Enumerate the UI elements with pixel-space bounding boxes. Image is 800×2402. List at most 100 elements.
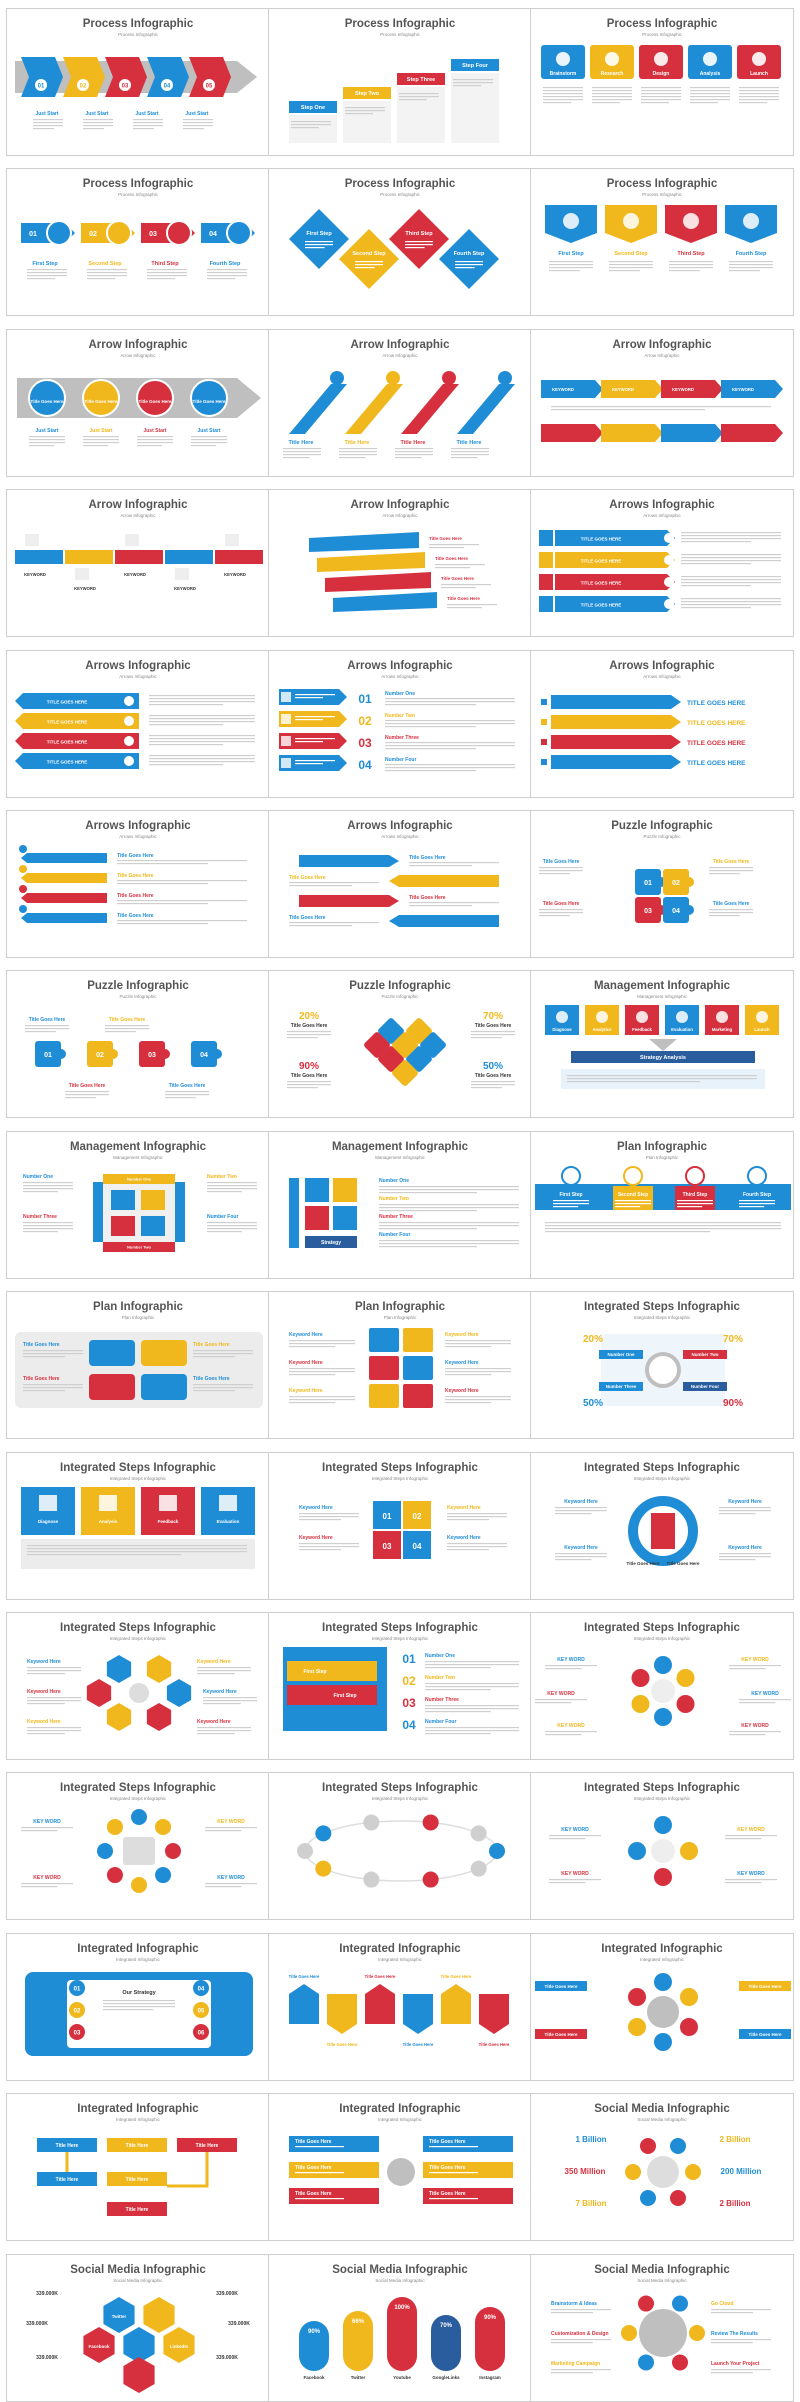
slide-thumbnail[interactable]: Integrated Steps Infographic Integrated S…: [268, 1452, 532, 1600]
slide-thumbnail[interactable]: Social Media Infographic Social Media Inf…: [530, 2093, 794, 2241]
slide-thumbnail[interactable]: Puzzle Infographic Puzzle Infographic 01 02…: [530, 810, 794, 958]
slide-thumbnail[interactable]: Management Infographic Management Infogra…: [6, 1131, 270, 1279]
slide-label: Title Goes Here: [295, 2139, 332, 2145]
slide-thumbnail[interactable]: Integrated Steps Infographic Integrated S…: [6, 1772, 270, 1920]
slide-thumbnail[interactable]: Arrows Infographic Arrows Infographic TITL…: [530, 650, 794, 798]
strategy-core: [67, 1980, 211, 2048]
slide-thumbnail[interactable]: Integrated Infographic Integrated Infogra…: [268, 1933, 532, 2081]
slide-subtitle: Arrow Infographic: [120, 513, 156, 518]
placeholder-text-line: [27, 1730, 81, 1732]
slide-thumbnail[interactable]: Integrated Steps Infographic Integrated S…: [6, 1452, 270, 1600]
placeholder-text-line: [551, 2369, 611, 2371]
diamond-step: [289, 209, 349, 269]
slide-thumbnail[interactable]: Integrated Steps Infographic Integrated S…: [530, 1772, 794, 1920]
placeholder-text-line: [355, 261, 383, 263]
placeholder-text-line: [445, 1340, 511, 1342]
placeholder-text-line: [405, 244, 433, 246]
slide-thumbnail[interactable]: Integrated Steps Infographic Integrated S…: [530, 1291, 794, 1439]
slide-thumbnail[interactable]: Arrow Infographic Arrow Infographic KEYWOR…: [6, 489, 270, 637]
row-icon: [19, 865, 27, 873]
slide-title: Integrated Steps Infographic: [322, 1782, 478, 1794]
placeholder-text-line: [553, 1200, 589, 1202]
slide-thumbnail[interactable]: Process Infographic Process Infographic Br…: [530, 8, 794, 156]
slide-thumbnail[interactable]: Management Infographic Management Infogra…: [268, 1131, 532, 1279]
slide-thumbnail[interactable]: Management Infographic Management Infogra…: [530, 970, 794, 1118]
arrow-bar: [551, 695, 681, 709]
slide-label: Instagram: [479, 2375, 501, 2380]
slide-artwork: Title Goes Here Title Goes Here Title Goes…: [309, 532, 497, 612]
placeholder-text-line: [471, 1087, 502, 1089]
slide-thumbnail[interactable]: Integrated Infographic Integrated Infogra…: [530, 1933, 794, 2081]
placeholder-text-line: [193, 1350, 253, 1352]
bar-number-circle: [664, 599, 674, 609]
placeholder-text-line: [197, 1670, 251, 1672]
slide-thumbnail[interactable]: Arrows Infographic Arrows Infographic Titl…: [268, 810, 532, 958]
slide-thumbnail[interactable]: Process Infographic Process Infographic 01…: [6, 168, 270, 316]
slide-subtitle: Integrated Steps Infographic: [109, 1796, 167, 1801]
placeholder-text-line: [425, 1711, 491, 1713]
placeholder-text-line: [133, 125, 163, 127]
placeholder-text-line: [681, 554, 781, 556]
slide-thumbnail[interactable]: Integrated Steps Infographic Integrated S…: [530, 1452, 794, 1600]
slide-thumbnail[interactable]: Arrows Infographic Arrows Infographic TITL…: [530, 489, 794, 637]
slide-thumbnail[interactable]: Puzzle Infographic Puzzle Infographic 01 02…: [6, 970, 270, 1118]
slide-label: TITLE GOES HERE: [687, 740, 746, 747]
placeholder-text-line: [739, 1206, 765, 1208]
slide-thumbnail[interactable]: Social Media Infographic Social Media Inf…: [530, 2254, 794, 2402]
zigzag-arrow: [389, 915, 499, 927]
slide-thumbnail[interactable]: Process Infographic Process Infographic Fi…: [268, 168, 532, 316]
slide-label: Title Goes Here: [545, 2032, 578, 2037]
placeholder-text-line: [137, 439, 173, 441]
bar-number-circle: [664, 577, 674, 587]
slide-label: Title Goes Here: [545, 1984, 578, 1989]
placeholder-text-line: [445, 1396, 511, 1398]
slide-thumbnail[interactable]: Arrows Infographic Arrows Infographic Titl…: [6, 810, 270, 958]
slide-thumbnail[interactable]: Process Infographic Process Infographic 01…: [6, 8, 270, 156]
slide-label: Keyword Here: [445, 1332, 479, 1338]
slide-thumbnail[interactable]: Integrated Steps Infographic Integrated S…: [268, 1612, 532, 1760]
slide-thumbnail[interactable]: Social Media Infographic Social Media Inf…: [6, 2254, 270, 2402]
slide-thumbnail[interactable]: Process Infographic Process Infographic Fi…: [530, 168, 794, 316]
slide-thumbnail[interactable]: Arrow Infographic Arrow Infographic Title …: [6, 329, 270, 477]
slide-thumbnail[interactable]: Process Infographic Process Infographic St…: [268, 8, 532, 156]
placeholder-text-line: [545, 1734, 582, 1736]
placeholder-text-line: [545, 1731, 597, 1733]
slide-label: Title Goes Here: [447, 596, 480, 601]
slide-thumbnail[interactable]: Plan Infographic Plan Infographic Keyword …: [268, 1291, 532, 1439]
arrow-block: [403, 1994, 433, 2034]
slide-thumbnail[interactable]: Integrated Infographic Integrated Infogra…: [268, 2093, 532, 2241]
slide-thumbnail[interactable]: Arrow Infographic Arrow Infographic KEYWOR…: [530, 329, 794, 477]
slide-thumbnail[interactable]: Arrow Infographic Arrow Infographic Title …: [268, 489, 532, 637]
wheel-label-bar: [739, 2029, 791, 2039]
slide-thumbnail[interactable]: Integrated Infographic Integrated Infogra…: [6, 1933, 270, 2081]
placeholder-text-line: [681, 579, 781, 581]
spoke-node: [680, 1842, 698, 1860]
slide-thumbnail[interactable]: Puzzle Infographic Puzzle Infographic 20% 7…: [268, 970, 532, 1118]
slide-thumbnail[interactable]: Plan Infographic Plan Infographic First St…: [530, 1131, 794, 1279]
placeholder-text-line: [409, 902, 499, 904]
slide-label: 339.000K: [36, 2291, 58, 2297]
slide-thumbnail[interactable]: Arrows Infographic Arrows Infographic 01 Nu…: [268, 650, 532, 798]
slide-thumbnail[interactable]: Social Media Infographic Social Media Inf…: [268, 2254, 532, 2402]
slide-artwork: 01 02 03 04 Title Goes Here Title Goes Here Ti…: [25, 1017, 222, 1099]
wheel-node: [679, 1988, 698, 2006]
row-icon: [19, 845, 27, 853]
placeholder-text-line: [429, 2198, 478, 2200]
placeholder-text-line: [553, 1203, 589, 1205]
slide-thumbnail[interactable]: Integrated Infographic Integrated Infogra…: [6, 2093, 270, 2241]
slide-thumbnail[interactable]: Arrow Infographic Arrow Infographic Title …: [268, 329, 532, 477]
slide-thumbnail[interactable]: Arrows Infographic Arrows Infographic TITL…: [6, 650, 270, 798]
placeholder-text-line: [289, 1371, 355, 1373]
slide-title: Arrow Infographic: [350, 499, 450, 511]
slide-thumbnail[interactable]: Integrated Steps Infographic Integrated S…: [268, 1772, 532, 1920]
placeholder-text-line: [137, 436, 173, 438]
slide-label: 200 Million: [721, 2167, 762, 2176]
slide-label: First Step: [303, 1669, 326, 1675]
placeholder-text-line: [592, 99, 632, 101]
slide-thumbnail[interactable]: Integrated Steps Infographic Integrated S…: [530, 1612, 794, 1760]
placeholder-text-line: [33, 122, 63, 124]
placeholder-text-line: [23, 1228, 73, 1230]
slide-thumbnail[interactable]: Integrated Steps Infographic Integrated S…: [6, 1612, 270, 1760]
placeholder-text-line: [425, 1683, 519, 1685]
slide-thumbnail[interactable]: Plan Infographic Plan Infographic Title Go…: [6, 1291, 270, 1439]
